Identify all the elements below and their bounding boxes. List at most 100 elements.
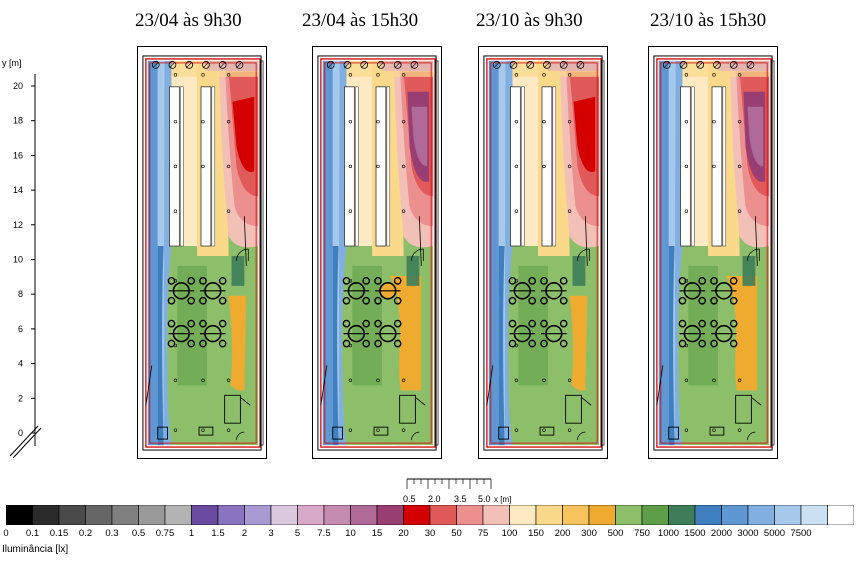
y-axis: y [m] 20 18 16 14 12 10 8 6 4 2 0: [0, 56, 50, 466]
legend-label: 100: [501, 528, 518, 539]
lamp-strip: [510, 86, 521, 247]
legend-swatch: [350, 505, 378, 525]
legend-swatch: [191, 505, 219, 525]
y-tick-label: 4: [18, 359, 23, 369]
legend-label: 30: [424, 528, 436, 539]
legend-swatch: [588, 505, 616, 525]
lamp-strip: [711, 86, 723, 247]
legend-swatch: [323, 505, 351, 525]
legend-label: 10: [345, 528, 356, 539]
legend-swatch: [535, 505, 563, 525]
legend-label: 1500: [684, 528, 706, 539]
legend-label: 75: [477, 528, 489, 539]
legend-label: 750: [634, 528, 650, 539]
legend-swatch: [827, 505, 854, 525]
legend-swatch: [297, 505, 325, 525]
legend-swatch: [403, 505, 431, 525]
table-set: [508, 319, 537, 348]
legend-label: 7.5: [317, 528, 331, 539]
legend-label: 150: [528, 528, 544, 539]
legend-swatch: [456, 505, 484, 525]
lamp-strip: [680, 86, 691, 247]
floor-plan-1: [137, 46, 267, 459]
scale-label: 0.5: [403, 494, 416, 504]
legend-label: 3000: [737, 528, 759, 539]
legend-unit: Iluminância [lx]: [2, 544, 69, 555]
y-tick-label: 10: [13, 255, 23, 265]
lamp-strip: [375, 86, 387, 247]
y-tick-label: 12: [13, 220, 23, 230]
legend-swatch: [562, 505, 590, 525]
lamp-strip: [541, 86, 553, 247]
table-set: [678, 319, 707, 348]
legend-swatch: [429, 505, 457, 525]
legend-swatch: [509, 505, 537, 525]
legend-label: 2: [241, 528, 248, 539]
legend-label: 0.75: [155, 528, 175, 539]
legend-swatch: [641, 505, 669, 525]
y-tick-label: 18: [13, 116, 23, 126]
table-set: [678, 276, 707, 305]
table-set: [199, 319, 227, 348]
legend-label: 500: [607, 528, 624, 539]
y-tick-label: 14: [13, 185, 23, 195]
color-legend: [6, 505, 854, 525]
panel-title-3: 23/10 às 9h30: [476, 10, 583, 31]
table-set: [167, 276, 196, 305]
legend-label: 20: [398, 528, 409, 539]
legend-label: 0.1: [25, 528, 40, 539]
table-set: [342, 276, 371, 305]
table-set: [540, 276, 568, 305]
legend-label: 200: [554, 528, 571, 539]
table-set: [167, 319, 196, 348]
legend-label: 0.15: [49, 528, 69, 539]
legend-label: 5: [294, 528, 301, 539]
legend-label: 0.3: [105, 528, 119, 539]
panel-title-1: 23/04 às 9h30: [135, 10, 242, 31]
legend-swatch: [217, 505, 245, 525]
legend-label: 15: [371, 528, 383, 539]
table-set: [540, 319, 568, 348]
y-tick-label: 20: [13, 81, 23, 91]
legend-swatch: [58, 505, 86, 525]
legend-swatch: [721, 505, 749, 525]
floor-plan-4: [648, 46, 778, 459]
scale-label: 3.5: [454, 494, 467, 504]
legend-swatch: [164, 505, 192, 525]
y-tick-label: 2: [18, 393, 23, 403]
y-tick-label: 8: [18, 289, 23, 299]
scale-unit: x [m]: [494, 495, 511, 504]
legend-swatch: [138, 505, 166, 525]
table-set: [710, 319, 738, 348]
legend-swatch: [376, 505, 404, 525]
lamp-strip: [200, 86, 212, 247]
legend-swatch: [800, 505, 828, 525]
legend-swatch: [774, 505, 802, 525]
legend-swatch: [6, 505, 33, 525]
legend-label: 7500: [790, 528, 812, 539]
lamp-strip: [344, 86, 355, 247]
panel-title-4: 23/10 às 15h30: [650, 10, 767, 31]
legend-label: 5000: [763, 528, 786, 539]
legend-label: 300: [581, 528, 597, 539]
legend-swatch: [668, 505, 696, 525]
table-set: [374, 276, 402, 305]
legend-swatch: [85, 505, 113, 525]
legend-label: 3: [268, 528, 274, 539]
legend-swatch: [482, 505, 510, 525]
floor-plan-2: [312, 46, 442, 459]
panel-title-2: 23/04 às 15h30: [302, 10, 419, 31]
legend-label: 0.2: [78, 528, 93, 539]
table-set: [710, 276, 738, 305]
legend-swatch: [694, 505, 722, 525]
legend-swatch: [32, 505, 60, 525]
legend-swatch: [270, 505, 298, 525]
legend-swatch: [244, 505, 272, 525]
y-axis-label: y [m]: [2, 58, 22, 68]
legend-label: 2000: [710, 528, 733, 539]
legend-label: 50: [451, 528, 462, 539]
legend-label: 1.5: [211, 528, 225, 539]
table-set: [508, 276, 537, 305]
legend-labels: 0 0.1 0.15 0.2 0.3 0.5 0.75 1 1.5 2 3 5 7.5 10 15 20 30 5…: [0, 528, 858, 542]
legend-label: 1: [188, 528, 195, 539]
